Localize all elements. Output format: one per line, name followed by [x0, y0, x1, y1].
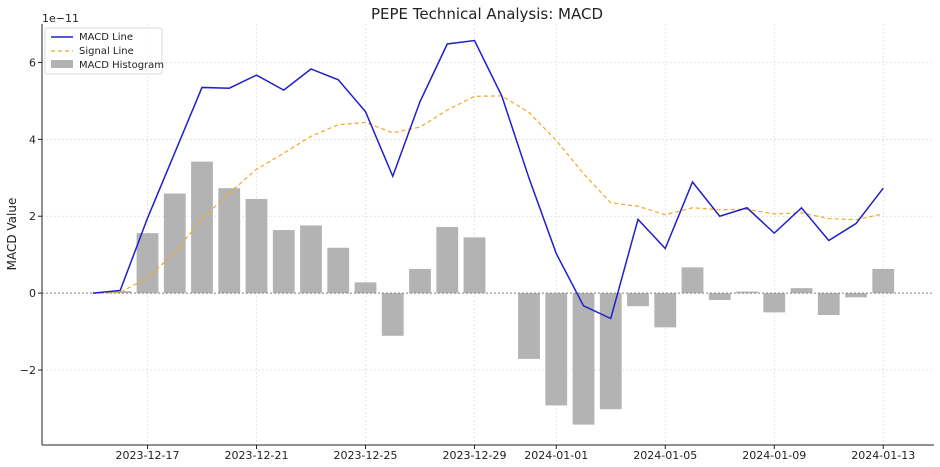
histogram-bar [736, 291, 758, 294]
histogram-bar [708, 293, 731, 301]
series-lines [92, 39, 884, 320]
histogram-bar [463, 237, 486, 294]
histogram-bar [409, 268, 431, 294]
y-tick-label: 2 [29, 210, 36, 223]
histogram-bar [436, 227, 459, 294]
y-tick-label: 6 [29, 56, 36, 69]
macd-line [92, 39, 884, 320]
histogram-bars [109, 161, 895, 425]
histogram-bar [627, 293, 649, 307]
x-tick-label: 2024-01-05 [633, 449, 697, 462]
histogram-bar [790, 288, 813, 294]
x-ticks: 2023-12-17 2023-12-21 2023-12-25 2023-12-29… [116, 445, 915, 462]
chart-title: PEPE Technical Analysis: MACD [371, 5, 603, 23]
histogram-bar [763, 293, 786, 313]
x-tick-label: 2024-01-09 [742, 449, 806, 462]
histogram-bar [872, 268, 895, 294]
histogram-bar [136, 233, 159, 294]
histogram-bar [109, 291, 132, 294]
x-tick-label: 2023-12-25 [334, 449, 398, 462]
y-ticks: −2 0 2 4 6 [20, 56, 42, 377]
x-tick-label: 2024-01-13 [851, 449, 915, 462]
histogram-bar [681, 267, 704, 294]
histogram-bar [245, 198, 268, 294]
histogram-bar [545, 293, 568, 406]
histogram-bar [191, 161, 213, 294]
histogram-bar [518, 293, 540, 359]
legend-histogram-swatch [51, 60, 73, 68]
y-tick-label: 4 [29, 133, 36, 146]
histogram-bar [817, 293, 840, 316]
signal-line [92, 95, 884, 294]
histogram-bar [327, 247, 350, 294]
histogram-bar [218, 188, 241, 294]
x-tick-label: 2023-12-21 [225, 449, 289, 462]
histogram-bar [845, 293, 867, 298]
histogram-bar [572, 293, 595, 425]
x-tick-label: 2024-01-01 [524, 449, 588, 462]
x-tick-label: 2023-12-17 [116, 449, 180, 462]
y-offset-text: 1e−11 [42, 12, 79, 25]
legend-histogram-label: MACD Histogram [79, 60, 164, 71]
histogram-bar [300, 225, 322, 294]
x-tick-label: 2023-12-29 [443, 449, 507, 462]
y-tick-label: −2 [20, 364, 36, 377]
y-tick-label: 0 [29, 287, 36, 300]
histogram-bar [599, 293, 622, 410]
histogram-bar [381, 293, 404, 336]
legend: MACD Line Signal Line MACD Histogram [44, 27, 164, 75]
histogram-bar [354, 282, 377, 294]
y-axis-label: MACD Value [5, 198, 19, 271]
legend-macd-line-label: MACD Line [79, 32, 133, 43]
histogram-bar [163, 193, 186, 294]
histogram-bar [272, 230, 295, 294]
axes [41, 24, 934, 446]
legend-signal-line-label: Signal Line [79, 46, 134, 57]
histogram-bar [654, 293, 677, 328]
